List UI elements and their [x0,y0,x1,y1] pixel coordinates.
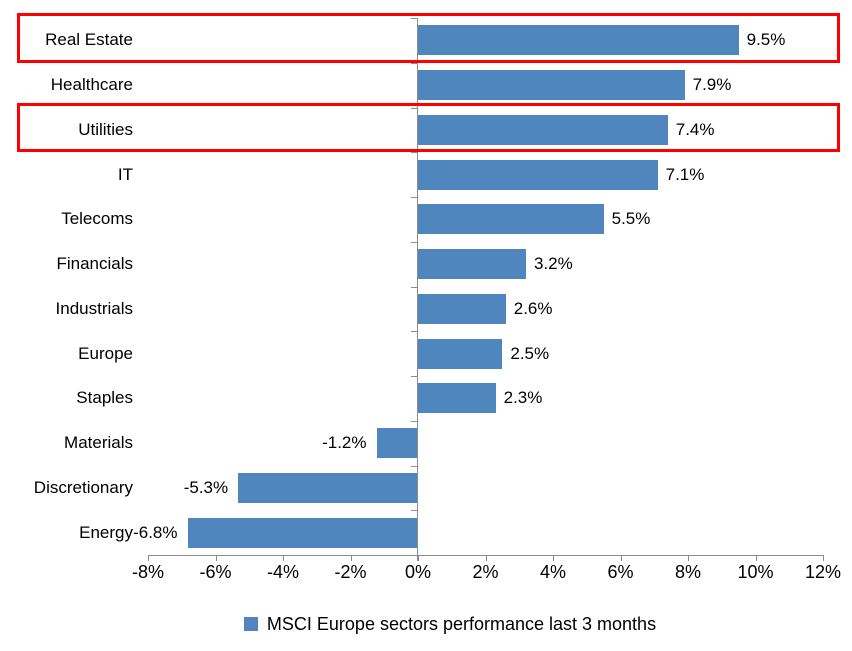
bar [187,517,417,548]
x-axis-tick [148,555,149,561]
legend: MSCI Europe sectors performance last 3 m… [24,611,852,637]
bar-value-label: -1.2% [322,433,367,453]
bar-value-label: 9.5% [746,30,786,50]
category-axis-tick [411,62,417,64]
x-axis-tick-label: -2% [334,562,367,582]
bar [238,472,417,503]
bar-value-label: 7.1% [665,164,705,184]
category-axis-tick [411,555,417,556]
bar [418,249,526,280]
x-axis-tick [688,555,689,561]
bar [418,383,496,414]
x-axis-tick-label: 0% [404,562,431,582]
x-axis-tick [755,555,757,561]
category-axis-tick [411,197,417,198]
x-axis-tick-label: -4% [266,562,299,582]
x-axis-tick [418,555,419,561]
category-axis-tick [411,331,417,333]
y-axis-line [417,18,418,561]
bar-value-label: 3.2% [534,254,573,274]
x-axis-tick [620,555,622,561]
category-axis-tick [411,286,417,288]
bar-value-label: 2.3% [503,388,543,408]
x-axis-tick [350,555,352,561]
bar [418,70,685,101]
bar [418,338,503,369]
category-axis-tick [411,241,417,243]
x-axis-tick-label: 2% [472,562,499,582]
category-label: Staples [76,388,133,408]
x-axis-tick-label: 8% [674,562,701,582]
bar [418,25,739,56]
category-label: Europe [78,343,133,363]
x-axis-tick-label: 10% [737,562,774,582]
legend-swatch-icon [243,617,258,631]
category-axis-tick [411,18,417,19]
category-label: Energy [79,522,133,542]
bar-value-label: 2.6% [513,298,553,318]
category-label: Utilities [78,119,133,139]
x-axis-tick-label: 4% [539,562,566,582]
category-label: Discretionary [33,477,133,497]
bar-value-label: 2.5% [510,343,550,363]
bar-value-label: -6.8% [133,522,178,542]
category-label: Telecoms [61,209,133,229]
bar [418,114,668,145]
x-axis-tick-label: -6% [199,562,232,582]
legend-label: MSCI Europe sectors performance last 3 m… [266,613,657,634]
category-axis-tick [411,152,417,154]
bar [418,204,604,235]
bar [376,428,417,459]
bar-value-label: -5.3% [183,477,229,497]
category-label: IT [117,164,133,184]
category-axis-tick [411,465,417,467]
bar [418,293,506,324]
x-axis-tick-label: 12% [804,562,842,582]
category-label: Industrials [55,298,133,318]
x-axis-tick-label: -8% [131,562,164,582]
x-axis-tick-label: 6% [607,562,634,582]
x-axis-tick [283,555,284,561]
bar-value-label: 7.9% [692,75,732,95]
category-label: Healthcare [50,75,133,95]
category-axis-tick [411,510,417,512]
x-axis-tick [823,555,824,561]
x-axis-tick [485,555,487,561]
category-axis-tick [411,376,417,377]
category-label: Real Estate [45,30,133,50]
category-label: Materials [64,433,133,453]
bar-value-label: 5.5% [611,209,651,229]
category-axis-tick [411,420,417,422]
category-label: Financials [56,254,133,274]
bar-value-label: 7.4% [675,119,715,139]
category-axis-tick [411,107,417,109]
bar [418,159,658,190]
x-axis-tick [215,555,217,561]
x-axis-tick [553,555,554,561]
